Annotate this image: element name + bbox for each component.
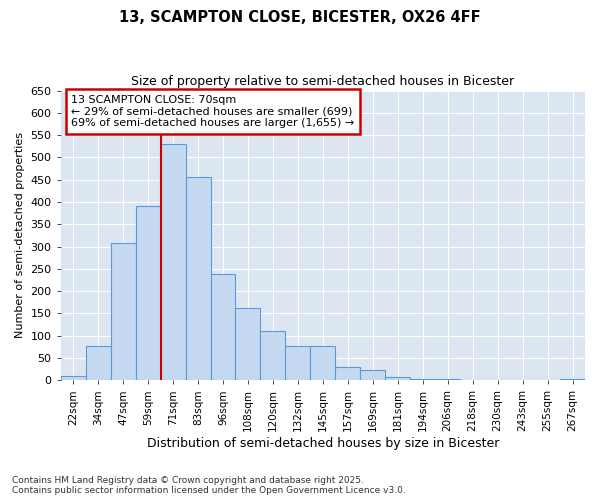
Bar <box>86 346 110 380</box>
Bar <box>185 178 211 380</box>
Bar <box>310 346 335 380</box>
Bar <box>361 370 385 380</box>
Bar <box>235 308 260 380</box>
Bar <box>385 377 410 380</box>
Bar <box>136 206 161 380</box>
Bar <box>335 367 361 380</box>
Bar <box>61 376 86 380</box>
Bar <box>286 346 310 380</box>
Bar <box>161 144 185 380</box>
X-axis label: Distribution of semi-detached houses by size in Bicester: Distribution of semi-detached houses by … <box>146 437 499 450</box>
Title: Size of property relative to semi-detached houses in Bicester: Size of property relative to semi-detach… <box>131 75 514 88</box>
Bar <box>260 332 286 380</box>
Text: 13 SCAMPTON CLOSE: 70sqm
← 29% of semi-detached houses are smaller (699)
69% of : 13 SCAMPTON CLOSE: 70sqm ← 29% of semi-d… <box>71 95 355 128</box>
Bar <box>410 379 435 380</box>
Bar <box>110 243 136 380</box>
Text: Contains HM Land Registry data © Crown copyright and database right 2025.
Contai: Contains HM Land Registry data © Crown c… <box>12 476 406 495</box>
Bar <box>211 274 235 380</box>
Text: 13, SCAMPTON CLOSE, BICESTER, OX26 4FF: 13, SCAMPTON CLOSE, BICESTER, OX26 4FF <box>119 10 481 25</box>
Y-axis label: Number of semi-detached properties: Number of semi-detached properties <box>15 132 25 338</box>
